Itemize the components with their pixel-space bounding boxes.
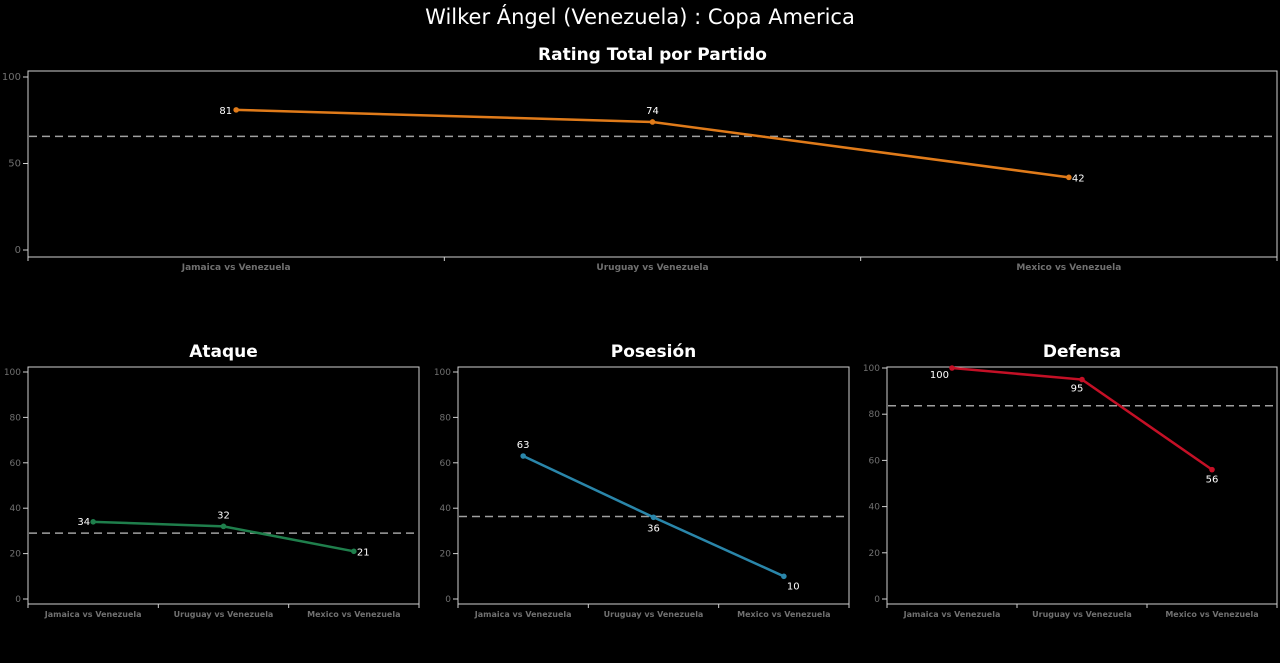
- y-tick-label: 100: [863, 364, 880, 374]
- chart-title: Rating Total por Partido: [538, 45, 767, 65]
- data-label: 34: [77, 517, 90, 528]
- data-point: [233, 107, 239, 113]
- plot-frame: [27, 366, 420, 605]
- chart-ataque: Ataque 0 20 40 60 80 100 Jamaica vs Venezuela Ur…: [4, 342, 420, 619]
- y-tick-label: 60: [440, 459, 452, 469]
- y-tick-label: 0: [15, 595, 21, 605]
- y-tick-label: 100: [2, 72, 21, 83]
- data-point: [90, 519, 96, 525]
- data-point: [949, 365, 955, 371]
- x-tick-label: Mexico vs Venezuela: [1165, 610, 1258, 619]
- x-tick-label: Mexico vs Venezuela: [1016, 263, 1121, 273]
- y-tick-label: 100: [4, 368, 21, 378]
- x-tick-label: Jamaica vs Venezuela: [181, 263, 291, 273]
- data-label: 74: [646, 106, 659, 117]
- chart-defensa: Defensa 0 20 40 60 80 100 Jamaica vs Venezuela U…: [863, 342, 1278, 619]
- y-tick-label: 80: [10, 413, 22, 423]
- y-tick-label: 0: [445, 595, 451, 605]
- data-point: [1209, 466, 1215, 473]
- y-tick-label: 60: [869, 456, 881, 466]
- data-label: 42: [1072, 173, 1085, 184]
- x-tick-label: Uruguay vs Venezuela: [1032, 610, 1132, 619]
- y-tick-label: 40: [440, 504, 452, 514]
- chart-posesion: Posesión 0 20 40 60 80 100 Jamaica vs Venezuela…: [434, 342, 850, 619]
- plot-frame: [886, 366, 1278, 605]
- y-tick-label: 20: [440, 550, 452, 560]
- x-tick-label: Uruguay vs Venezuela: [604, 610, 704, 619]
- x-tick-label: Jamaica vs Venezuela: [903, 610, 1001, 619]
- y-tick-label: 40: [10, 504, 22, 514]
- x-tick-label: Mexico vs Venezuela: [737, 610, 830, 619]
- y-tick-label: 0: [874, 595, 880, 605]
- y-tick-label: 60: [10, 459, 22, 469]
- data-point: [1066, 174, 1072, 181]
- data-point: [220, 523, 227, 530]
- data-label: 81: [219, 106, 232, 117]
- chart-title: Defensa: [1043, 342, 1121, 362]
- chart-title: Posesión: [611, 342, 697, 362]
- data-label: 36: [647, 523, 660, 534]
- data-label: 21: [357, 547, 370, 558]
- x-tick-label: Mexico vs Venezuela: [307, 610, 400, 619]
- y-tick-label: 50: [8, 159, 21, 170]
- x-tick-label: Uruguay vs Venezuela: [174, 610, 274, 619]
- data-label: 32: [217, 510, 230, 521]
- plot-frame: [457, 366, 850, 605]
- data-label: 100: [930, 370, 949, 381]
- main-title: Wilker Ángel (Venezuela) : Copa America: [425, 4, 855, 29]
- x-tick-label: Uruguay vs Venezuela: [596, 263, 708, 273]
- data-label: 63: [517, 440, 530, 451]
- data-point: [781, 573, 787, 580]
- y-tick-label: 0: [15, 245, 21, 256]
- y-tick-label: 20: [10, 550, 22, 560]
- data-point: [650, 514, 657, 521]
- data-point: [1079, 376, 1085, 383]
- data-label: 95: [1071, 384, 1084, 395]
- plot-frame: [27, 70, 1278, 258]
- chart-total: Rating Total por Partido 0 50 100 Jamaica vs…: [2, 45, 1278, 273]
- y-tick-label: 100: [434, 368, 451, 378]
- x-tick-label: Jamaica vs Venezuela: [44, 610, 142, 619]
- y-tick-label: 80: [440, 413, 452, 423]
- data-point: [649, 119, 656, 125]
- y-tick-label: 40: [869, 503, 881, 513]
- x-tick-label: Jamaica vs Venezuela: [474, 610, 572, 619]
- y-tick-label: 80: [869, 410, 881, 420]
- data-point: [351, 548, 357, 555]
- data-label: 10: [787, 581, 800, 592]
- y-tick-label: 20: [869, 549, 881, 559]
- chart-title: Ataque: [189, 342, 258, 362]
- data-point: [520, 453, 526, 459]
- data-label: 56: [1206, 475, 1219, 486]
